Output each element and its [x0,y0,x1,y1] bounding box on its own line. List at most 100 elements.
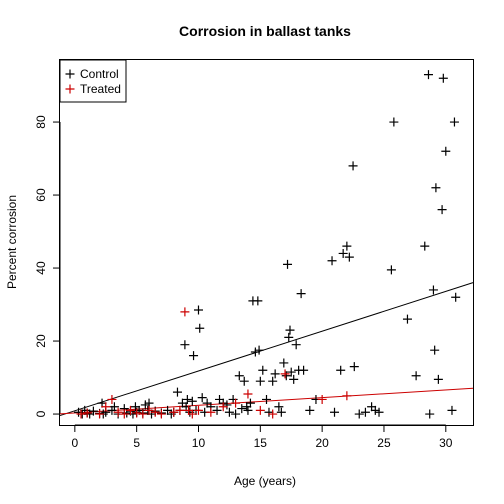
legend-label-treated: Treated [80,82,121,96]
point-treated [231,398,241,408]
point-treated [218,402,228,412]
point-control [338,248,348,258]
point-control [195,323,205,333]
point-control [88,406,98,416]
point-control [276,407,286,417]
point-treated [113,407,123,417]
point-control [344,252,354,262]
point-control [243,405,253,415]
point-control [423,70,433,80]
point-control [386,265,396,275]
y-tick-label: 80 [34,115,48,129]
point-treated [175,405,185,415]
point-control [389,117,399,127]
point-control [253,296,263,306]
point-control [447,405,457,415]
point-control [254,345,264,355]
point-control [197,393,207,403]
point-control [284,332,294,342]
point-treated [193,405,203,415]
point-treated [82,408,92,418]
legend-marker-treated [65,84,75,94]
point-control [285,325,295,335]
point-control [187,396,197,406]
point-control [180,340,190,350]
point-treated [184,405,194,415]
data-points [74,70,461,419]
point-control [441,146,451,156]
point-treated [132,408,142,418]
point-control [264,407,274,417]
point-control [224,407,234,417]
point-treated [206,407,216,417]
legend-label-control: Control [80,67,119,81]
point-treated [101,402,111,412]
point-treated [243,389,253,399]
point-control [437,205,447,215]
point-control [289,374,299,384]
point-treated [280,369,290,379]
point-control [367,402,377,412]
point-control [255,376,265,386]
point-control [268,376,278,386]
x-tick-label: 20 [315,436,329,450]
point-control [274,402,284,412]
point-control [348,161,358,171]
point-control [286,367,296,377]
chart-title: Corrosion in ballast tanks [179,23,351,39]
point-control [431,183,441,193]
point-control [420,241,430,251]
point-control [428,285,438,295]
point-control [258,365,268,375]
x-axis: 0 5 10 15 20 25 30 [71,424,453,450]
point-control [279,358,289,368]
point-treated [169,407,179,417]
point-control [296,289,306,299]
point-treated [107,394,117,404]
point-treated [180,307,190,317]
x-tick-label: 0 [71,436,78,450]
point-control [163,405,173,415]
point-control [202,398,212,408]
point-control [239,376,249,386]
point-control [242,402,252,412]
point-control [281,371,291,381]
point-treated [156,409,166,419]
point-control [245,398,255,408]
point-control [299,365,309,375]
point-treated [95,409,105,419]
point-treated [317,394,327,404]
point-control [336,365,346,375]
legend-marker-control [65,69,75,79]
point-control [234,371,244,381]
point-treated [342,391,352,401]
point-treated [125,405,135,415]
point-control [374,407,384,417]
x-tick-label: 5 [133,436,140,450]
point-control [433,374,443,384]
point-control [130,402,140,412]
point-control [177,398,187,408]
point-control [140,400,150,410]
point-control [430,345,440,355]
y-axis-label: Percent corrosion [5,195,19,289]
point-control [449,117,459,127]
y-tick-label: 0 [34,410,48,417]
y-tick-label: 40 [34,261,48,275]
x-axis-label: Age (years) [234,474,296,488]
point-control [172,387,182,397]
point-treated [119,409,129,419]
point-control [349,362,359,372]
point-control [189,351,199,361]
point-control [97,398,107,408]
point-control [438,73,448,83]
point-treated [76,409,86,419]
point-treated [138,409,148,419]
point-control [262,394,271,404]
point-control [342,241,352,251]
x-tick-label: 30 [439,436,453,450]
point-control [451,292,461,302]
point-control [270,369,280,379]
